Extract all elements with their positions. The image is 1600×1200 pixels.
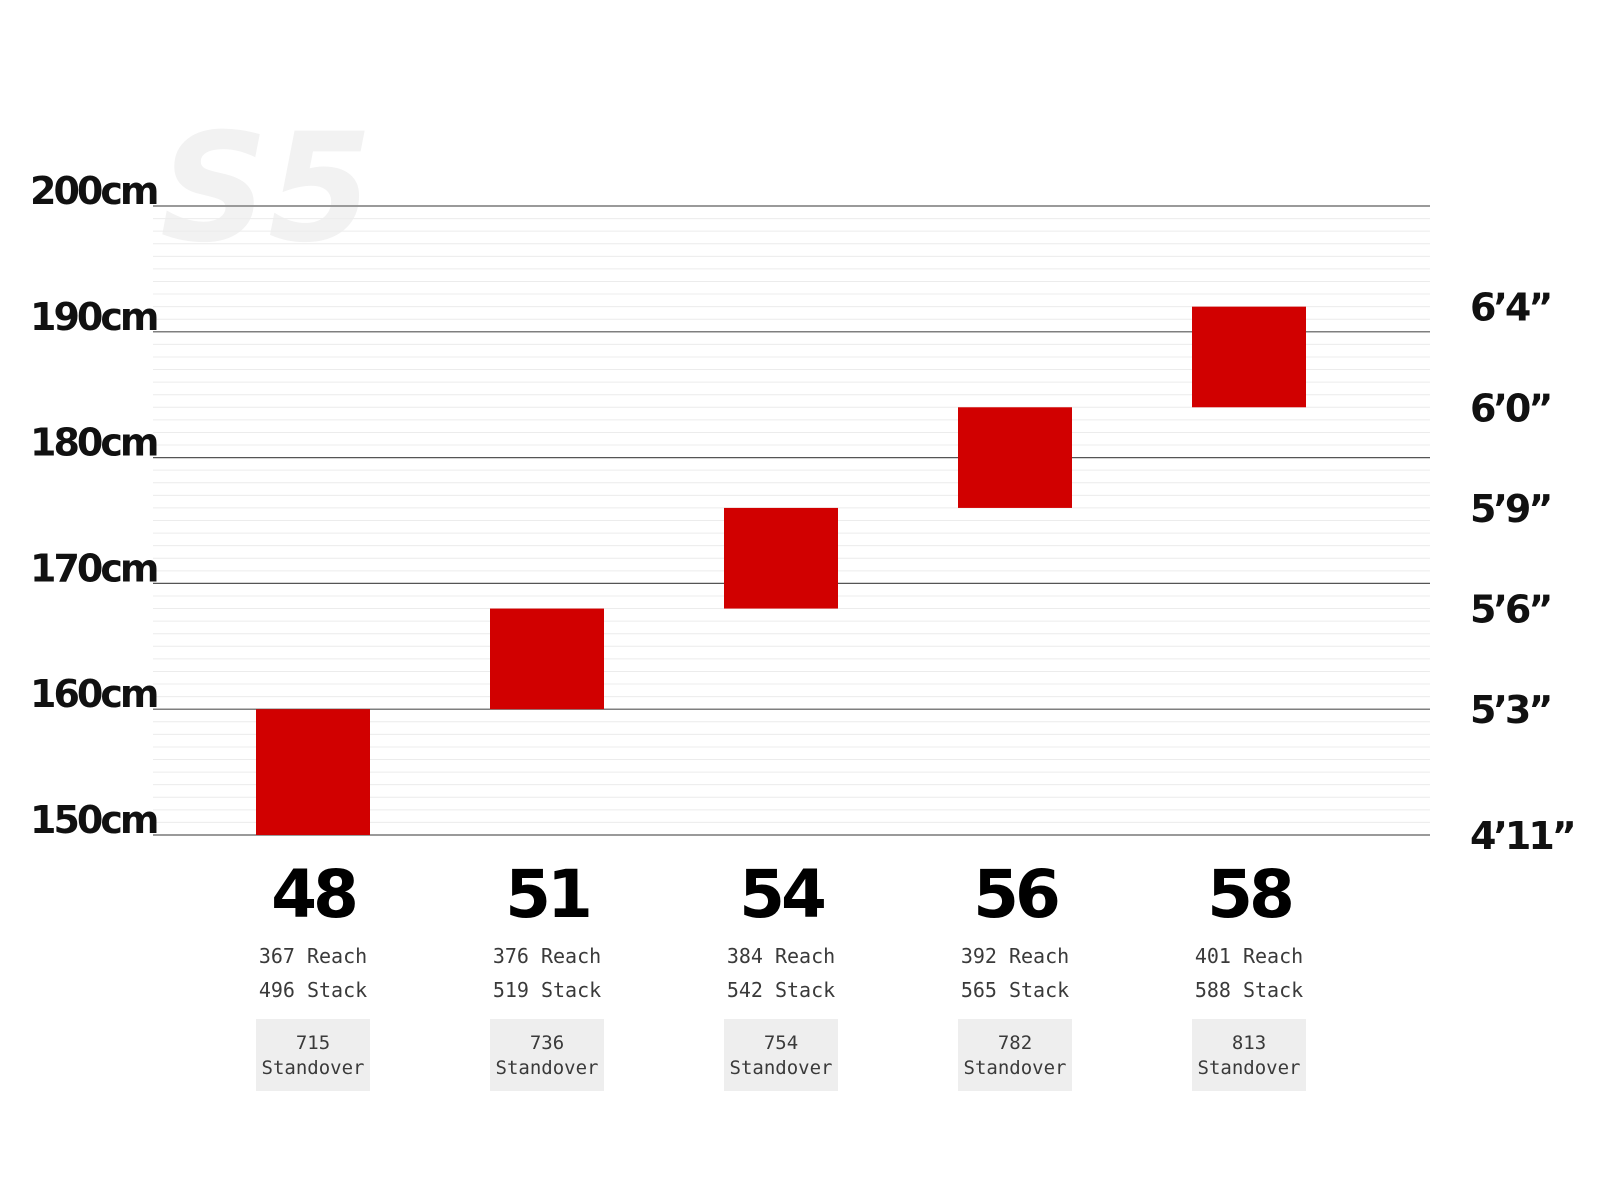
reach-value: 401 Reach <box>1195 944 1303 968</box>
right-axis: 4’11” 5’3” 5’6” 5’9” 6’0” 6’4” <box>1470 286 1577 858</box>
standover-box <box>256 1019 370 1091</box>
size-bar <box>1192 306 1306 408</box>
watermark-logo: S5 <box>160 102 372 276</box>
standover-label: Standover <box>1198 1057 1301 1079</box>
standover-value: 715 <box>296 1032 330 1054</box>
standover-value: 754 <box>764 1032 798 1054</box>
size-bar <box>724 507 838 609</box>
standover-box <box>958 1019 1072 1091</box>
standover-label: Standover <box>262 1057 365 1079</box>
y2-tick-label: 6’4” <box>1470 286 1550 330</box>
stack-value: 565 Stack <box>961 978 1069 1002</box>
y2-tick-label: 5’9” <box>1470 487 1550 531</box>
standover-box <box>1192 1019 1306 1091</box>
size-bars <box>256 306 1306 835</box>
standover-box <box>724 1019 838 1091</box>
size-bar <box>490 608 604 710</box>
stack-value: 588 Stack <box>1195 978 1303 1002</box>
standover-label: Standover <box>964 1057 1067 1079</box>
size-bar <box>256 709 370 835</box>
size-label: 56 <box>973 856 1058 933</box>
standover-value: 782 <box>998 1032 1032 1054</box>
size-labels: 48 51 54 56 58 <box>271 856 1295 933</box>
reach-value: 367 Reach <box>259 944 367 968</box>
y-tick-label: 190cm <box>30 295 157 339</box>
standover-label: Standover <box>496 1057 599 1079</box>
size-label: 51 <box>505 856 589 933</box>
y-tick-label: 160cm <box>30 672 157 716</box>
standover-value: 813 <box>1232 1032 1266 1054</box>
y2-tick-label: 6’0” <box>1470 386 1550 430</box>
size-label: 48 <box>271 856 355 933</box>
y-tick-label: 150cm <box>30 798 157 842</box>
standover-label: Standover <box>730 1057 833 1079</box>
reach-value: 392 Reach <box>961 944 1069 968</box>
standover-value: 736 <box>530 1032 564 1054</box>
stack-value: 496 Stack <box>259 978 367 1002</box>
size-bar <box>958 407 1072 508</box>
standover-box <box>490 1019 604 1091</box>
y2-tick-label: 4’11” <box>1470 814 1574 858</box>
y-tick-label: 170cm <box>30 546 157 590</box>
geometry-specs: 367 Reach 496 Stack 715 Standover 376 Reach 5… <box>256 944 1306 1091</box>
y-tick-label: 180cm <box>30 421 157 465</box>
y2-tick-label: 5’3” <box>1470 688 1550 732</box>
y-tick-label: 200cm <box>30 169 157 213</box>
size-label: 58 <box>1207 856 1291 933</box>
stack-value: 519 Stack <box>493 978 601 1002</box>
reach-value: 384 Reach <box>727 944 835 968</box>
size-label: 54 <box>739 856 824 933</box>
y2-tick-label: 5’6” <box>1470 588 1550 632</box>
stack-value: 542 Stack <box>727 978 835 1002</box>
left-axis: 150cm 160cm 170cm 180cm 190cm 200cm <box>30 169 160 842</box>
reach-value: 376 Reach <box>493 944 601 968</box>
